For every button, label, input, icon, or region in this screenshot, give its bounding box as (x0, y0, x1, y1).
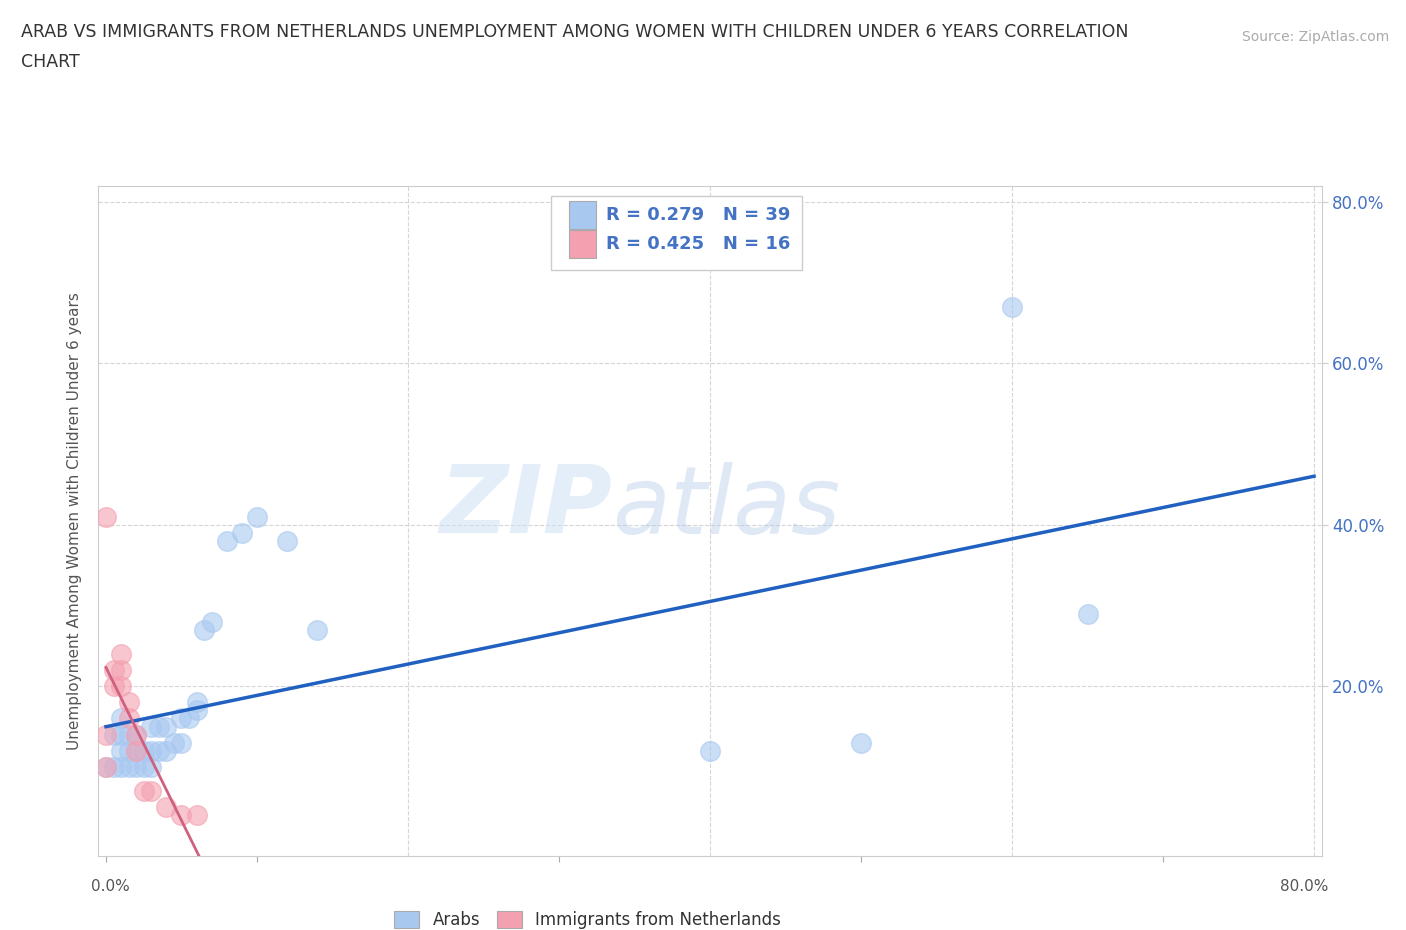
Point (103, 662, 125, 677)
Point (110, 760, 132, 775)
Point (132, 760, 155, 775)
Point (276, 534, 298, 549)
Bar (569, 201, 596, 229)
Point (110, 727, 132, 742)
Point (148, 719, 170, 734)
Point (141, 784, 163, 799)
Point (94, 760, 117, 775)
Text: ZIP: ZIP (439, 461, 612, 553)
Point (117, 711, 139, 726)
Text: ARAB VS IMMIGRANTS FROM NETHERLANDS UNEMPLOYMENT AMONG WOMEN WITH CHILDREN UNDER: ARAB VS IMMIGRANTS FROM NETHERLANDS UNEM… (21, 23, 1129, 41)
Point (110, 711, 132, 726)
Point (94, 510, 117, 525)
Point (148, 743, 170, 758)
Point (170, 808, 193, 823)
Point (125, 727, 148, 742)
FancyBboxPatch shape (551, 196, 801, 270)
Point (94, 727, 117, 742)
Point (170, 711, 193, 726)
Point (125, 743, 148, 758)
Point (231, 525, 253, 540)
Point (849, 736, 872, 751)
Point (186, 703, 208, 718)
Point (117, 695, 139, 710)
Point (117, 743, 139, 758)
Point (170, 736, 193, 751)
Point (307, 622, 329, 637)
Point (110, 743, 132, 758)
Point (117, 760, 139, 775)
Y-axis label: Unemployment Among Women with Children Under 6 years: Unemployment Among Women with Children U… (67, 292, 83, 750)
Text: R = 0.279   N = 39: R = 0.279 N = 39 (606, 206, 790, 224)
Point (201, 614, 224, 629)
Point (141, 719, 163, 734)
Legend: Arabs, Immigrants from Netherlands: Arabs, Immigrants from Netherlands (387, 903, 789, 930)
Point (163, 736, 186, 751)
Point (110, 646, 132, 661)
Point (110, 662, 132, 677)
Point (103, 727, 125, 742)
Text: 0.0%: 0.0% (91, 879, 131, 894)
Point (125, 743, 148, 758)
Text: Source: ZipAtlas.com: Source: ZipAtlas.com (1241, 30, 1389, 44)
Point (193, 622, 215, 637)
Point (117, 727, 139, 742)
Text: atlas: atlas (612, 462, 841, 553)
Point (125, 760, 148, 775)
Text: R = 0.425   N = 16: R = 0.425 N = 16 (606, 235, 790, 253)
Point (155, 743, 177, 758)
Point (103, 760, 125, 775)
Point (186, 695, 208, 710)
Point (246, 510, 269, 525)
Point (177, 711, 200, 726)
Point (215, 534, 238, 549)
Point (141, 743, 163, 758)
Point (132, 743, 155, 758)
Text: CHART: CHART (21, 53, 80, 71)
Point (141, 760, 163, 775)
Point (1077, 606, 1099, 621)
Point (110, 679, 132, 694)
Point (155, 800, 177, 815)
Point (125, 727, 148, 742)
Point (94, 760, 117, 775)
Point (1001, 299, 1024, 314)
Point (132, 784, 155, 799)
Point (699, 743, 721, 758)
Point (186, 808, 208, 823)
Point (155, 719, 177, 734)
Text: 80.0%: 80.0% (1281, 879, 1329, 894)
Bar (569, 231, 596, 259)
Point (103, 679, 125, 694)
